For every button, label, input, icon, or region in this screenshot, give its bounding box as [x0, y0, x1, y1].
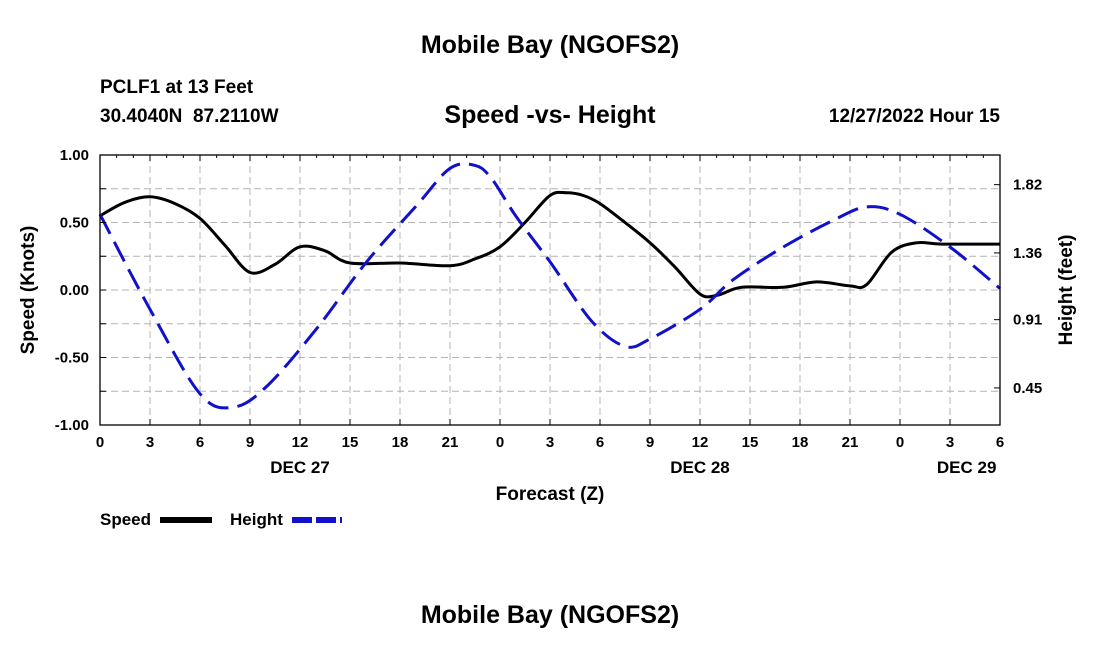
y2-tick-label: 0.91	[1013, 312, 1042, 329]
station-coords: 30.4040N 87.2110W	[100, 106, 279, 127]
x-tick-label: 18	[392, 434, 409, 451]
x-tick-label: 3	[946, 434, 954, 451]
y2-tick-label: 1.82	[1013, 177, 1042, 194]
axes: 0 3 6 9 12 15 18 21 0 3 6 9 12 15 18 21 0 3 6 DEC 27 DEC 28 D…	[55, 147, 1042, 477]
y-tick-label: 0.50	[60, 215, 89, 232]
series-line-speed	[99, 190, 1001, 299]
series-line-height	[98, 162, 1001, 410]
x-tick-label: 21	[442, 434, 459, 451]
x-tick-label: 21	[842, 434, 859, 451]
legend-height-swatch	[292, 517, 342, 523]
date-label: DEC 28	[670, 458, 730, 477]
x-tick-label: 6	[996, 434, 1004, 451]
x-tick-label: 3	[146, 434, 154, 451]
station-label: PCLF1 at 13 Feet	[100, 77, 254, 98]
y-axis-label: Speed (Knots)	[18, 226, 39, 355]
x-tick-label: 0	[896, 434, 904, 451]
x-tick-label: 9	[246, 434, 254, 451]
x-tick-label: 6	[196, 434, 204, 451]
series	[98, 162, 1001, 410]
date-label: DEC 29	[937, 458, 997, 477]
x-tick-label: 6	[596, 434, 604, 451]
x-tick-label: 12	[692, 434, 709, 451]
footer-title: Mobile Bay (NGOFS2)	[420, 601, 680, 629]
legend-speed-swatch	[160, 517, 212, 523]
x-tick-label: 9	[646, 434, 654, 451]
chart-subtitle: Speed -vs- Height	[444, 101, 656, 129]
x-tick-label: 15	[342, 434, 359, 451]
x-tick-label: 3	[546, 434, 554, 451]
y-tick-label: -1.00	[55, 417, 89, 434]
y2-axis-label: Height (feet)	[1056, 235, 1077, 346]
y-tick-label: 0.00	[60, 282, 89, 299]
x-tick-label: 0	[496, 434, 504, 451]
date-label: DEC 27	[270, 458, 330, 477]
y2-tick-label: 0.45	[1013, 380, 1042, 397]
legend-height-label: Height	[230, 510, 283, 529]
x-tick-label: 12	[292, 434, 309, 451]
y-tick-label: -0.50	[55, 350, 89, 367]
x-tick-label: 18	[792, 434, 809, 451]
grid	[100, 155, 1000, 425]
y2-tick-label: 1.36	[1013, 245, 1042, 262]
y-tick-label: 1.00	[60, 147, 89, 164]
x-axis-label: Forecast (Z)	[496, 484, 605, 505]
forecast-datetime: 12/27/2022 Hour 15	[828, 106, 1000, 127]
page-title: Mobile Bay (NGOFS2)	[420, 31, 680, 59]
legend-speed-label: Speed	[100, 510, 152, 529]
x-tick-label: 15	[742, 434, 759, 451]
x-tick-label: 0	[96, 434, 104, 451]
